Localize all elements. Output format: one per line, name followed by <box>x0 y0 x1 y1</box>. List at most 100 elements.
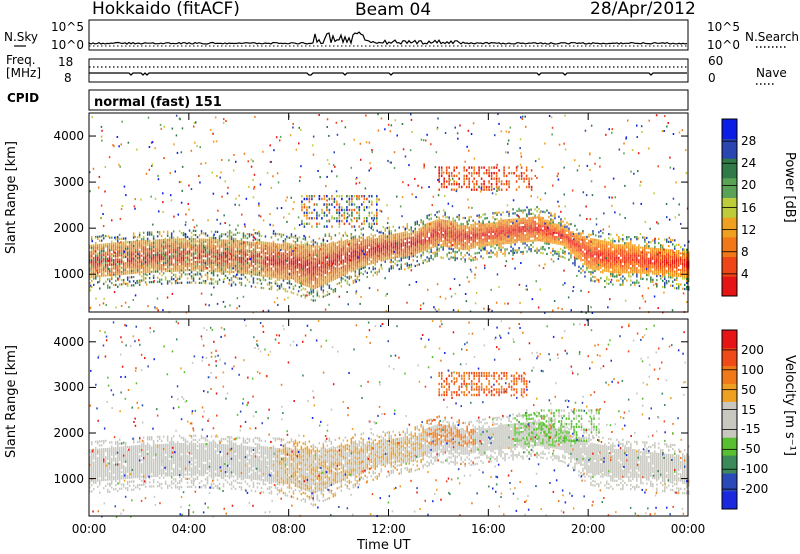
power-cell <box>198 234 201 237</box>
power-cell <box>492 230 494 233</box>
power-cell <box>248 243 251 246</box>
power-cell <box>236 260 239 263</box>
power-cell <box>174 279 177 283</box>
power-cell <box>656 272 658 276</box>
power-cell <box>578 257 580 260</box>
power-cell <box>122 254 125 257</box>
power-cell <box>406 239 408 242</box>
power-cell <box>234 258 237 261</box>
power-cell <box>634 283 636 286</box>
power-cell <box>370 252 372 255</box>
power-cell <box>264 260 267 263</box>
power-cell <box>434 240 436 244</box>
power-cell <box>376 242 378 245</box>
power-cell <box>454 252 456 255</box>
power-cell <box>182 252 185 255</box>
power-cell <box>91 279 93 282</box>
power-cell <box>140 271 143 274</box>
power-cell <box>492 216 494 219</box>
power-cell <box>462 216 464 220</box>
power-cell <box>436 240 438 243</box>
power-cell <box>216 241 219 244</box>
power-cell <box>296 266 299 269</box>
power-cell <box>298 286 301 289</box>
power-cell <box>612 240 614 243</box>
power-cell <box>498 234 500 237</box>
power-cell <box>616 256 618 259</box>
power-cell <box>276 259 279 263</box>
power-cell <box>208 263 211 266</box>
power-cell <box>464 216 466 220</box>
power-cell <box>216 280 219 283</box>
power-cell <box>294 272 297 275</box>
power-cell <box>192 262 195 266</box>
power-cell <box>384 244 386 247</box>
power-cell <box>478 216 480 219</box>
power-cell <box>320 253 323 256</box>
power-cell <box>158 233 161 236</box>
power-cell <box>594 249 596 252</box>
power-cell <box>192 265 195 268</box>
power-cell <box>384 254 386 257</box>
power-cell <box>332 255 335 258</box>
power-cell <box>103 270 105 273</box>
power-cell <box>290 268 293 271</box>
power-cell <box>232 262 235 265</box>
power-cell <box>514 241 516 244</box>
power-cell <box>420 246 422 249</box>
power-cell <box>630 252 632 255</box>
power-cell <box>640 252 642 255</box>
power-cell <box>250 252 253 255</box>
power-cell <box>296 260 299 263</box>
power-cell <box>342 271 345 275</box>
power-cell <box>176 255 179 258</box>
power-cell <box>418 242 420 245</box>
power-cell <box>630 240 632 243</box>
power-cell <box>308 235 311 238</box>
power-cell <box>190 244 193 247</box>
power-cell <box>498 224 500 227</box>
power-cell <box>101 260 103 263</box>
power-cell <box>224 254 227 257</box>
power-cell <box>232 281 235 284</box>
power-cell <box>158 230 161 234</box>
power-cell <box>446 236 448 239</box>
power-cell <box>430 232 432 235</box>
power-cell <box>99 258 101 261</box>
power-cell <box>168 265 171 268</box>
power-cell <box>350 268 353 271</box>
power-cell <box>208 245 211 248</box>
power-cell <box>278 274 281 277</box>
power-cell <box>192 246 195 249</box>
power-cell <box>117 262 119 266</box>
power-cell <box>126 251 129 254</box>
power-cell <box>286 277 289 281</box>
power-cell <box>158 253 161 256</box>
power-cell <box>502 225 504 228</box>
power-cell <box>236 269 239 272</box>
power-cell <box>222 256 225 259</box>
power-cell <box>172 273 175 276</box>
power-cell <box>332 245 335 248</box>
power-cell <box>324 271 327 275</box>
power-cell <box>198 244 201 247</box>
power-cell <box>156 243 159 246</box>
power-cell <box>380 236 382 239</box>
power-cell <box>182 244 185 247</box>
power-cell <box>472 230 474 233</box>
power-cell <box>204 251 207 254</box>
power-cell <box>210 272 213 275</box>
power-cell <box>240 250 243 253</box>
power-cell <box>278 233 281 236</box>
power-cell <box>560 224 562 227</box>
power-cell <box>590 271 592 274</box>
power-cell <box>616 262 618 266</box>
power-cell <box>188 239 191 243</box>
power-cell <box>344 256 347 259</box>
power-cell <box>298 259 301 262</box>
power-cell <box>228 241 231 244</box>
power-cell <box>188 229 191 232</box>
power-cell <box>552 239 554 242</box>
power-cell <box>328 286 331 289</box>
power-cell <box>272 255 275 258</box>
